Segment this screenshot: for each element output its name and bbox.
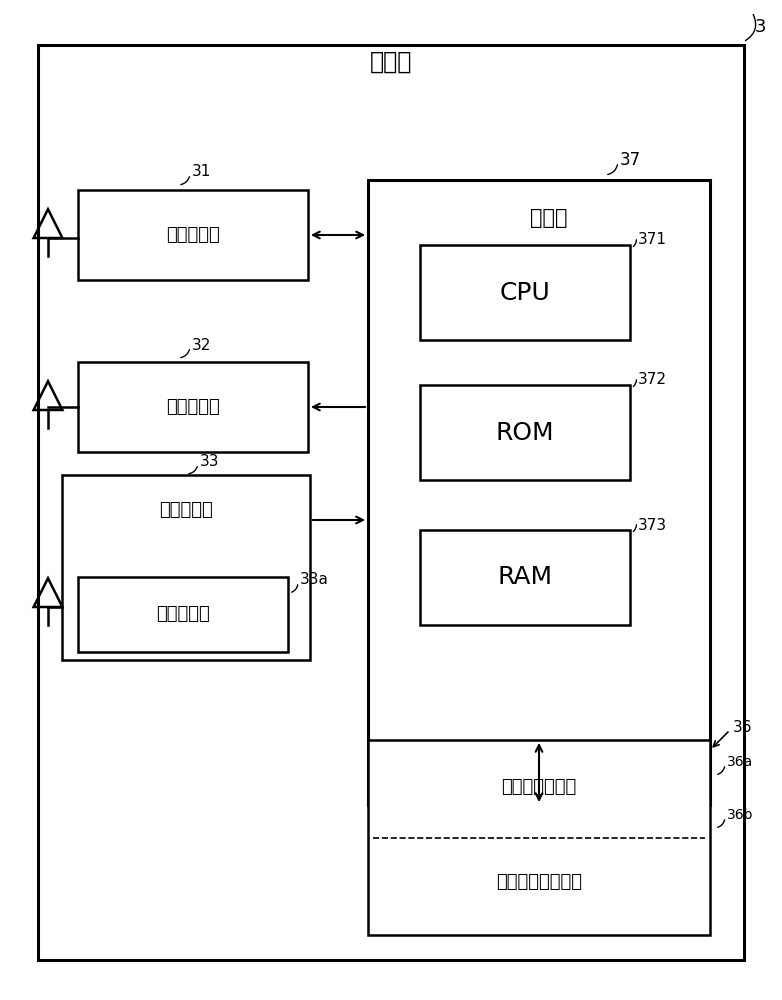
- Text: 32: 32: [192, 338, 211, 353]
- Text: 狭域通信部: 狭域通信部: [166, 226, 220, 244]
- Text: 36a: 36a: [727, 755, 753, 769]
- Text: 33: 33: [200, 454, 220, 470]
- FancyBboxPatch shape: [62, 475, 310, 660]
- Text: 广域通信部: 广域通信部: [166, 398, 220, 416]
- Text: CPU: CPU: [500, 280, 551, 304]
- FancyBboxPatch shape: [420, 530, 630, 625]
- Text: 位置检测部: 位置检测部: [159, 501, 213, 519]
- Text: 372: 372: [638, 372, 667, 387]
- FancyBboxPatch shape: [420, 385, 630, 480]
- FancyBboxPatch shape: [420, 245, 630, 340]
- Text: 车载机: 车载机: [370, 50, 412, 74]
- Text: 3: 3: [755, 18, 766, 36]
- Text: 36b: 36b: [727, 808, 754, 822]
- Text: 周边车辆存储区域: 周边车辆存储区域: [496, 873, 582, 891]
- FancyBboxPatch shape: [78, 190, 308, 280]
- FancyBboxPatch shape: [78, 362, 308, 452]
- Text: 37: 37: [620, 151, 641, 169]
- FancyBboxPatch shape: [38, 45, 744, 960]
- Text: ROM: ROM: [496, 420, 554, 444]
- FancyBboxPatch shape: [78, 577, 288, 652]
- Text: 33a: 33a: [300, 572, 329, 587]
- FancyBboxPatch shape: [368, 180, 710, 805]
- Text: RAM: RAM: [497, 566, 553, 589]
- FancyBboxPatch shape: [368, 740, 710, 935]
- Text: 高度检测部: 高度检测部: [156, 605, 210, 624]
- Text: 371: 371: [638, 232, 667, 247]
- Text: 36: 36: [733, 720, 752, 736]
- Text: 控制部: 控制部: [530, 208, 568, 228]
- Text: 31: 31: [192, 164, 211, 180]
- Text: 373: 373: [638, 518, 667, 532]
- Text: 本车辆存储区域: 本车辆存储区域: [501, 778, 576, 796]
